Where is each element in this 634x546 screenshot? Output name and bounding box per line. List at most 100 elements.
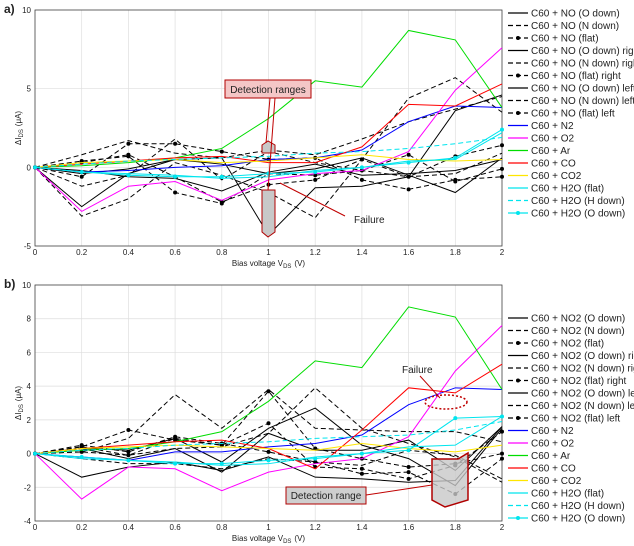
series-marker <box>406 187 411 192</box>
series-marker <box>266 449 271 454</box>
series-marker <box>406 465 411 470</box>
y-axis-label-unit: (μA) <box>14 386 23 402</box>
legend-marker <box>516 111 520 115</box>
annotation: Failure <box>402 365 433 376</box>
series-marker <box>126 173 131 178</box>
series-marker <box>406 470 411 475</box>
x-tick-label: 0.4 <box>123 248 135 257</box>
series-marker <box>126 427 131 432</box>
series-marker <box>33 165 37 170</box>
y-axis-label-sub: DS <box>19 129 25 137</box>
legend-label: C60 + O2 <box>531 134 575 145</box>
legend-label: C60 + H2O (H down) <box>531 501 625 512</box>
series-marker <box>500 127 504 132</box>
x-tick-label: 1.8 <box>450 523 462 532</box>
x-axis-label-main: Bias voltage V <box>232 259 284 268</box>
series-line <box>34 442 503 455</box>
series-line <box>34 416 503 466</box>
x-tick-label: 0.8 <box>216 248 228 257</box>
legend-label: C60 + N2 <box>531 121 574 132</box>
series-marker <box>126 154 131 159</box>
series-marker <box>173 190 178 195</box>
legend-label: C60 + H2O (flat) <box>531 489 604 500</box>
x-axis-label-unit: (V) <box>294 534 305 543</box>
series-marker <box>266 458 271 463</box>
series-marker <box>173 461 178 466</box>
series-line <box>34 426 503 483</box>
series-marker <box>173 174 178 179</box>
legend-marker <box>516 516 520 520</box>
legend-label: C60 + Ar <box>531 451 571 462</box>
series-marker <box>266 171 271 176</box>
legend-label: C60 + NO (N down) left <box>531 96 634 107</box>
y-tick-label: 6 <box>27 348 32 357</box>
x-tick-label: 1.8 <box>450 248 462 257</box>
series-marker <box>359 157 364 162</box>
x-tick-label: 0.4 <box>123 523 135 532</box>
series-line <box>34 132 503 179</box>
legend-marker <box>516 341 520 345</box>
series-marker <box>500 429 504 434</box>
y-tick-label: 8 <box>27 315 32 324</box>
series-marker <box>79 449 84 454</box>
series-marker <box>219 174 224 179</box>
annotation: Failure <box>354 215 385 226</box>
y-tick-label: 5 <box>27 85 32 94</box>
x-axis-label: Bias voltage VDS (V) <box>232 259 305 270</box>
series-marker <box>266 421 271 426</box>
arrow <box>267 97 276 191</box>
series-marker <box>406 160 411 165</box>
legend-label: C60 + NO (N down) <box>531 21 619 32</box>
y-tick-label: 0 <box>27 450 32 459</box>
legend-label: C60 + NO2 (O down) left <box>531 389 634 400</box>
legend-label: C60 + NO (flat) right <box>531 71 621 82</box>
series-marker <box>500 451 504 456</box>
series-line <box>34 83 503 168</box>
legend-label: C60 + NO (N down) right <box>531 59 634 70</box>
series-marker <box>453 179 458 184</box>
legend-label: C60 + CO2 <box>531 476 582 487</box>
legend-label: C60 + NO2 (N down) right <box>531 364 634 375</box>
y-axis-label-main: ΔI <box>14 413 23 421</box>
series-marker <box>359 471 364 476</box>
legend-label: C60 + NO (O down) <box>531 9 620 20</box>
series-marker <box>359 466 364 471</box>
legend-label: C60 + H2O (O down) <box>531 209 625 220</box>
arrow <box>365 484 433 496</box>
legend-label: C60 + O2 <box>531 439 575 450</box>
series-marker <box>453 155 458 160</box>
series-marker <box>500 143 504 148</box>
x-tick-label: 0.6 <box>170 523 182 532</box>
series-line <box>34 426 503 473</box>
y-axis-label-sub: DS <box>19 404 25 412</box>
series-marker <box>313 460 318 464</box>
series-marker <box>219 201 224 206</box>
arrow <box>419 375 441 399</box>
series-marker <box>79 174 84 179</box>
series-marker <box>266 389 271 394</box>
y-tick-label: 10 <box>22 6 31 15</box>
y-axis-label-main: ΔI <box>14 138 23 146</box>
legend-label: C60 + NO2 (O down) <box>531 314 625 325</box>
failure-ellipse <box>424 394 468 410</box>
series-marker <box>406 476 411 481</box>
annotation-box <box>285 486 367 505</box>
x-tick-label: 1.2 <box>310 523 322 532</box>
legend-label: C60 + NO (O down) left <box>531 84 634 95</box>
x-tick-label: 2 <box>500 248 505 257</box>
series-marker <box>359 177 364 182</box>
x-axis-label: Bias voltage VDS (V) <box>232 534 305 545</box>
series-marker <box>406 152 411 157</box>
series-marker <box>79 443 84 448</box>
legend-label: C60 + NO2 (N down) left <box>531 401 634 412</box>
legend-marker <box>516 73 520 78</box>
series-marker <box>359 451 364 456</box>
legend-marker <box>516 211 520 215</box>
series-marker <box>173 434 178 439</box>
series-line <box>34 421 503 455</box>
legend-label: C60 + H2O (O down) <box>531 514 625 525</box>
series-marker <box>313 170 318 175</box>
legend-marker <box>516 36 520 40</box>
x-tick-label: 1.6 <box>403 523 415 532</box>
